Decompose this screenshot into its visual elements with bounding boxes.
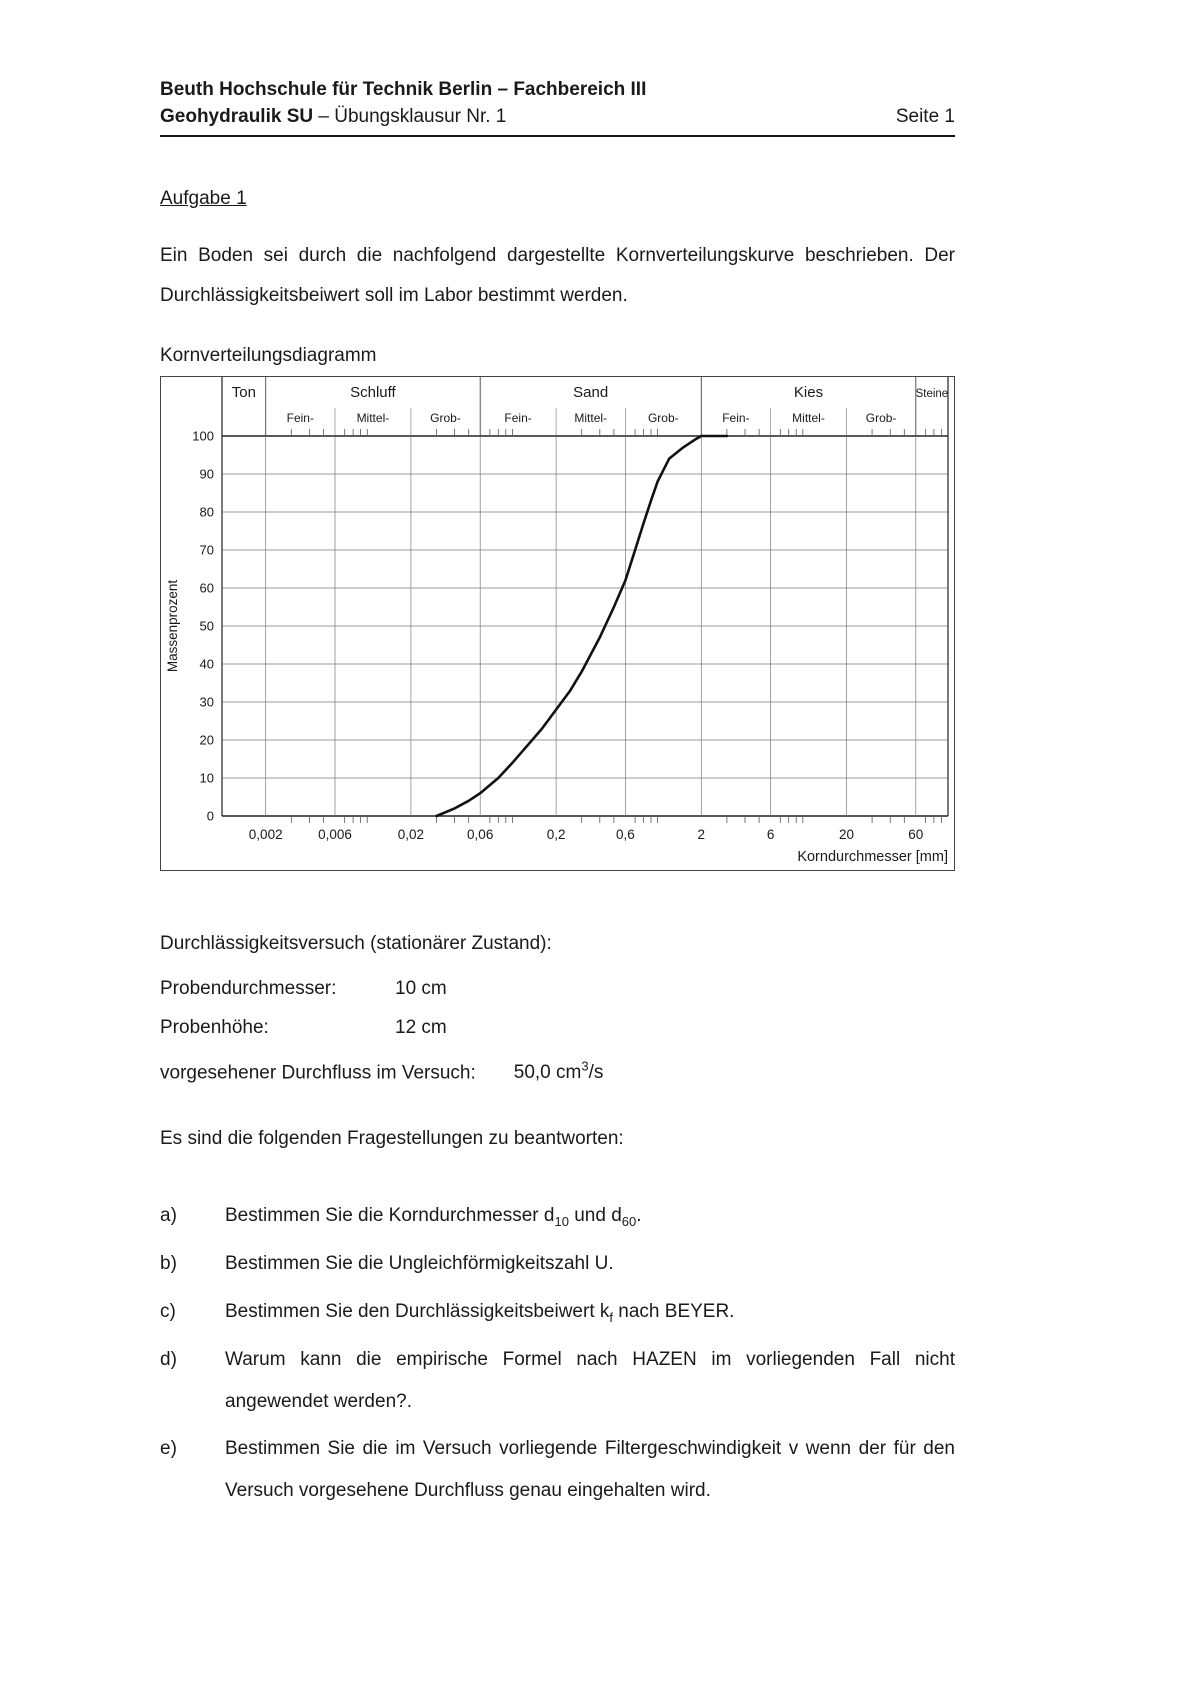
svg-text:0,06: 0,06 [467, 827, 493, 842]
svg-text:Fein-: Fein- [287, 411, 314, 425]
section-heading: Aufgabe 1 [160, 188, 955, 210]
question-c-label: c) [160, 1300, 176, 1322]
svg-text:0,02: 0,02 [398, 827, 424, 842]
svg-text:60: 60 [908, 827, 923, 842]
question-list: a) Bestimmen Sie die Korndurchmesser d10… [160, 1195, 955, 1512]
svg-text:10: 10 [200, 771, 214, 786]
svg-text:0,006: 0,006 [318, 827, 352, 842]
question-a: a) Bestimmen Sie die Korndurchmesser d10… [160, 1195, 955, 1237]
grain-size-distribution-svg: Ton Schluff Fein- Mittel- Grob- Sand Fein- Mitt… [160, 376, 955, 872]
height-label: Probenhöhe: [160, 1017, 269, 1039]
question-b-label: b) [160, 1253, 177, 1275]
svg-text:0,6: 0,6 [616, 827, 635, 842]
svg-text:90: 90 [200, 467, 214, 482]
svg-text:Grob-: Grob- [866, 411, 897, 425]
svg-text:Steine: Steine [916, 388, 949, 400]
svg-text:20: 20 [839, 827, 854, 842]
question-e: e) Bestimmen Sie die im Versuch vorliege… [160, 1428, 955, 1512]
versuch-row-height: Probenhöhe: 12 cm [160, 1016, 955, 1040]
diameter-value: 10 cm [395, 978, 447, 1000]
question-e-text: Bestimmen Sie die im Versuch vorliegende… [225, 1438, 955, 1502]
document-content: Beuth Hochschule für Technik Berlin – Fa… [160, 0, 955, 1512]
svg-text:40: 40 [200, 657, 214, 672]
flow-label: vorgesehener Durchfluss im Versuch: [160, 1062, 476, 1084]
svg-text:20: 20 [200, 733, 214, 748]
versuch-row-flow: vorgesehener Durchfluss im Versuch: 50,0 … [160, 1055, 955, 1085]
intro-paragraph: Ein Boden sei durch die nachfolgend darg… [160, 245, 955, 306]
chart-axis-labels: Massenprozent Korndurchmesser [mm] [165, 580, 948, 865]
svg-text:0,2: 0,2 [547, 827, 566, 842]
svg-text:0: 0 [207, 809, 214, 824]
flow-value-exponent: 3 [581, 1059, 589, 1075]
svg-text:Sand: Sand [573, 384, 608, 401]
diameter-label: Probendurchmesser: [160, 978, 337, 1000]
document-header: Beuth Hochschule für Technik Berlin – Fa… [160, 76, 955, 137]
svg-text:Mittel-: Mittel- [357, 411, 390, 425]
flow-value-unit: /s [588, 1062, 604, 1084]
versuch-section: Durchlässigkeitsversuch (stationärer Zus… [160, 933, 955, 1085]
question-b-text: Bestimmen Sie die Ungleichförmigkeitszah… [225, 1253, 614, 1275]
svg-text:2: 2 [698, 827, 706, 842]
svg-text:80: 80 [200, 505, 214, 520]
svg-text:50: 50 [200, 619, 214, 634]
question-d-label: d) [160, 1348, 177, 1370]
chart-category-bands: Ton Schluff Fein- Mittel- Grob- Sand Fein- Mitt… [232, 377, 949, 437]
svg-text:Schluff: Schluff [350, 384, 396, 401]
question-d-text: Warum kann die empirische Formel nach HA… [225, 1348, 955, 1412]
svg-text:60: 60 [200, 581, 214, 596]
svg-text:Grob-: Grob- [430, 411, 461, 425]
svg-text:Grob-: Grob- [648, 411, 679, 425]
question-c: c) Bestimmen Sie den Durchlässigkeitsbei… [160, 1291, 955, 1333]
header-second-line: Geohydraulik SU – Übungsklausur Nr. 1 Se… [160, 103, 955, 130]
question-e-label: e) [160, 1438, 177, 1460]
course-line: Geohydraulik SU – Übungsklausur Nr. 1 [160, 103, 506, 130]
y-axis-title: Massenprozent [165, 580, 180, 673]
kornverteilungsdiagramm-chart: Ton Schluff Fein- Mittel- Grob- Sand Fein- Mitt… [160, 376, 955, 872]
svg-text:70: 70 [200, 543, 214, 558]
chart-caption: Kornverteilungsdiagramm [160, 345, 377, 367]
svg-text:100: 100 [192, 429, 214, 444]
chart-grid: 0 10 20 30 40 50 60 70 80 90 100 0,002 0,006 0,02 0,06… [192, 377, 949, 842]
flow-value-number: 50,0 cm [513, 1062, 582, 1084]
svg-text:Fein-: Fein- [504, 411, 531, 425]
svg-text:6: 6 [767, 827, 775, 842]
questions-intro: Es sind die folgenden Fragestellungen zu… [160, 1128, 624, 1150]
svg-text:Fein-: Fein- [722, 411, 749, 425]
institution-title: Beuth Hochschule für Technik Berlin – Fa… [160, 79, 647, 100]
svg-text:Mittel-: Mittel- [792, 411, 825, 425]
question-b: b) Bestimmen Sie die Ungleichförmigkeits… [160, 1243, 955, 1285]
x-axis-title: Korndurchmesser [mm] [797, 849, 948, 865]
page-number: Seite 1 [895, 106, 955, 127]
question-c-text: Bestimmen Sie den Durchlässigkeitsbeiwer… [225, 1300, 735, 1325]
svg-text:Ton: Ton [232, 384, 256, 401]
height-value: 12 cm [395, 1017, 447, 1039]
grain-size-curve [435, 434, 729, 818]
svg-text:0,002: 0,002 [249, 827, 283, 842]
chart-border [160, 376, 955, 872]
question-a-label: a) [160, 1205, 177, 1227]
course-title: Geohydraulik SU [160, 106, 314, 127]
exam-subtitle: – Übungsklausur Nr. 1 [313, 106, 507, 127]
svg-text:Mittel-: Mittel- [574, 411, 607, 425]
versuch-title: Durchlässigkeitsversuch (stationärer Zus… [160, 933, 552, 955]
svg-text:30: 30 [200, 695, 214, 710]
svg-text:Kies: Kies [794, 384, 823, 401]
section-title: Aufgabe 1 [160, 188, 247, 209]
flow-value: 50,0 cm3/s [513, 1059, 604, 1084]
question-a-text: Bestimmen Sie die Korndurchmesser d10 un… [225, 1205, 642, 1230]
question-d: d) Warum kann die empirische Formel nach… [160, 1339, 955, 1423]
versuch-row-diameter: Probendurchmesser: 10 cm [160, 977, 955, 1001]
